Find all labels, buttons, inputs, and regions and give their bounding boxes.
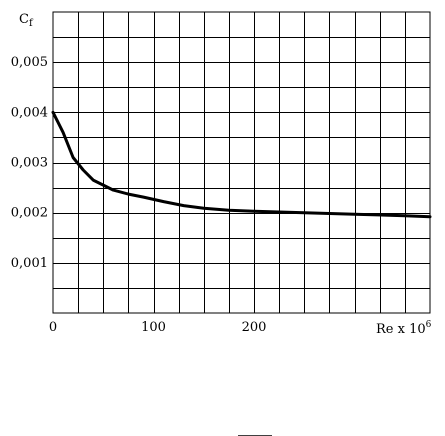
x-tick-label: 0 (49, 320, 57, 335)
plot-frame (52, 11, 431, 314)
x-axis-label: Re x 106 (376, 320, 432, 337)
y-tick-label: 0,005 (11, 55, 48, 70)
y-tick-label: 0,002 (11, 206, 48, 221)
cf-curve-line (51, 110, 432, 219)
chart-grid (53, 12, 430, 313)
y-axis-label: Cf (19, 12, 34, 29)
x-tick-labels: 0 100 200 (49, 320, 267, 335)
y-tick-label: 0,003 (11, 156, 48, 171)
y-tick-labels: 0,001 0,002 0,003 0,004 0,005 (11, 55, 48, 271)
y-tick-label: 0,004 (11, 105, 48, 120)
y-tick-label: 0,001 (11, 256, 48, 271)
x-tick-label: 100 (141, 320, 166, 335)
curve-layer (51, 110, 432, 219)
x-tick-label: 200 (242, 320, 267, 335)
